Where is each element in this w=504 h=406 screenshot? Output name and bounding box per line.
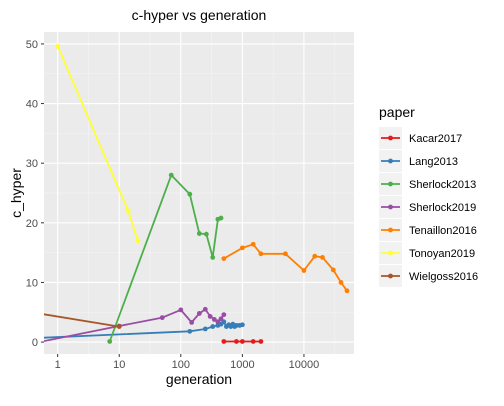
- legend-key-point: [388, 250, 393, 256]
- data-point-tenaillon2016: [330, 267, 336, 273]
- data-point-kacar2017: [258, 339, 264, 344]
- data-point-tonoyan2019: [55, 43, 61, 49]
- data-point-sherlock2019: [211, 317, 217, 322]
- data-point-lang2013: [239, 322, 245, 328]
- x-tick-label: 1000: [230, 359, 254, 371]
- data-point-wielgoss2016: [37, 311, 42, 316]
- x-tick-label: 10000: [289, 359, 320, 371]
- data-point-tenaillon2016: [258, 251, 264, 257]
- y-tick-label: 0: [32, 337, 38, 349]
- data-point-sherlock2013: [196, 231, 202, 236]
- data-point-tenaillon2016: [301, 268, 307, 273]
- data-point-sherlock2019: [218, 316, 224, 322]
- data-point-sherlock2013: [168, 172, 174, 178]
- data-point-sherlock2019: [159, 315, 165, 321]
- legend: paper Kacar2017 Lang2013 Sherlock2013 Sherl…: [379, 104, 478, 287]
- data-point-tonoyan2019: [135, 238, 141, 244]
- data-point-sherlock2019: [196, 311, 202, 316]
- legend-key-point: [388, 204, 393, 210]
- legend-label: Sherlock2013: [409, 179, 476, 191]
- legend-label: Sherlock2019: [409, 202, 476, 214]
- data-point-lang2013: [187, 328, 193, 334]
- data-point-tenaillon2016: [312, 253, 318, 259]
- series-line-sherlock2013: [108, 174, 222, 342]
- data-point-sherlock2013: [203, 231, 209, 237]
- data-point-sherlock2019: [178, 307, 184, 313]
- data-point-kacar2017: [221, 339, 227, 344]
- data-point-sherlock2013: [210, 255, 216, 260]
- series-layer: [37, 43, 350, 344]
- data-point-tenaillon2016: [250, 241, 256, 247]
- grid-major: [44, 32, 354, 354]
- legend-key-point: [388, 158, 393, 164]
- data-point-sherlock2013: [187, 191, 193, 197]
- series-line-wielgoss2016: [44, 313, 120, 328]
- legend-label: Lang2013: [409, 156, 458, 168]
- y-axis: 0 10 20 30 40 50: [26, 39, 44, 349]
- legend-label: Tonoyan2019: [409, 248, 475, 260]
- data-point-sherlock2019: [221, 312, 227, 318]
- x-tick-label: 1: [55, 359, 61, 371]
- x-axis-title: generation: [166, 371, 232, 387]
- data-point-lang2013: [221, 319, 227, 325]
- chart-title: c-hyper vs generation: [132, 7, 267, 23]
- x-tick-label: 100: [172, 359, 190, 371]
- legend-key-point: [388, 135, 393, 141]
- data-point-kacar2017: [239, 339, 245, 344]
- data-point-wielgoss2016: [116, 324, 122, 329]
- data-point-tenaillon2016: [338, 280, 344, 285]
- y-tick-label: 50: [26, 39, 38, 51]
- data-point-sherlock2019: [189, 319, 195, 325]
- data-point-sherlock2019: [207, 314, 213, 319]
- x-axis: 1 10 100 1000 10000: [55, 354, 320, 371]
- legend-key-point: [388, 227, 393, 233]
- legend-label: Kacar2017: [409, 133, 462, 145]
- legend-key-point: [388, 181, 393, 187]
- y-tick-label: 20: [26, 218, 38, 230]
- legend-label: Wielgoss2016: [409, 271, 478, 283]
- data-point-kacar2017: [234, 339, 239, 344]
- data-point-sherlock2019: [202, 306, 208, 312]
- legend-title: paper: [379, 104, 415, 120]
- data-point-tenaillon2016: [344, 288, 350, 294]
- data-point-tonoyan2019: [125, 208, 131, 214]
- data-point-sherlock2019: [215, 319, 221, 325]
- data-point-lang2013: [210, 324, 216, 329]
- data-point-tenaillon2016: [221, 256, 227, 261]
- y-tick-label: 30: [26, 158, 38, 170]
- data-point-tenaillon2016: [283, 251, 288, 257]
- data-point-sherlock2013: [107, 339, 113, 344]
- data-point-lang2013: [202, 326, 208, 332]
- y-tick-label: 10: [26, 277, 38, 289]
- y-axis-title: c_hyper: [8, 168, 24, 218]
- data-point-sherlock2013: [218, 215, 224, 221]
- data-point-kacar2017: [250, 339, 256, 344]
- data-point-tenaillon2016: [320, 255, 325, 260]
- legend-label: Tenaillon2016: [409, 225, 477, 237]
- x-tick-label: 10: [113, 359, 125, 371]
- legend-key-point: [388, 273, 393, 279]
- data-point-tenaillon2016: [239, 245, 245, 251]
- y-tick-label: 40: [26, 99, 38, 111]
